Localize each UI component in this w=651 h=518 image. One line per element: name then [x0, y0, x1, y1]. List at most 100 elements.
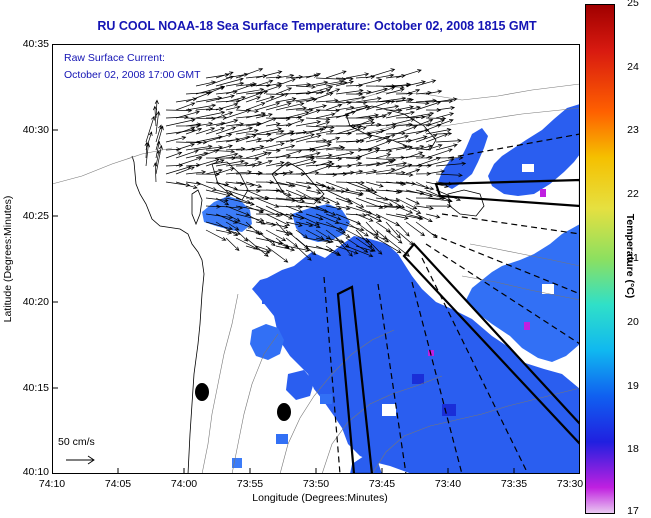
- sst-patch-east: [466, 224, 580, 362]
- current-vector: [315, 197, 331, 204]
- current-vector: [375, 125, 397, 135]
- current-vector: [435, 155, 464, 160]
- current-vector: [335, 105, 355, 111]
- x-tick-label: 73:30: [556, 478, 584, 490]
- current-vector: [395, 172, 414, 177]
- current-vector: [255, 142, 285, 151]
- current-vector: [415, 79, 437, 87]
- sst-patch-southwest-2: [286, 370, 314, 400]
- current-vector: [345, 245, 374, 258]
- current-vector: [255, 221, 277, 227]
- current-vector: [325, 205, 342, 211]
- current-vector: [265, 74, 283, 80]
- current-vector: [375, 136, 391, 143]
- current-vector: [365, 189, 389, 201]
- current-vector: [245, 245, 271, 254]
- current-vector: [195, 149, 220, 159]
- current-vector: [255, 95, 275, 103]
- current-vector: [435, 181, 454, 186]
- current-vector: [315, 112, 336, 119]
- current-vector: [305, 85, 334, 95]
- current-legend-line1: Raw Surface Current:: [64, 52, 165, 64]
- current-vector: [225, 213, 241, 222]
- current-vector: [225, 205, 251, 216]
- current-vector: [405, 151, 424, 159]
- current-vector: [375, 73, 395, 79]
- current-vector: [435, 97, 458, 103]
- current-vector: [175, 126, 196, 135]
- current-vector: [235, 91, 264, 103]
- current-vector: [185, 91, 212, 103]
- current-vector: [385, 189, 401, 194]
- current-vector: [365, 68, 396, 79]
- y-tick-label: 40:30: [22, 124, 49, 136]
- current-vector: [355, 113, 380, 119]
- current-vector: [315, 129, 335, 135]
- current-vector: [255, 79, 274, 87]
- current-vector: [195, 172, 220, 177]
- current-vector: [415, 221, 438, 239]
- sst-patch-main: [252, 236, 580, 474]
- current-vector: [255, 159, 273, 167]
- current-vector: [205, 168, 223, 175]
- current-vector: [375, 160, 393, 167]
- current-vector: [215, 119, 239, 127]
- current-vector: [175, 97, 198, 103]
- current-vector: [335, 221, 365, 232]
- current-vector: [285, 74, 304, 80]
- current-vector: [415, 213, 433, 223]
- current-vector: [195, 135, 223, 143]
- current-vector: [335, 88, 364, 95]
- current-vector: [395, 154, 426, 159]
- current-vector: [335, 95, 366, 103]
- current-vector: [345, 189, 364, 196]
- temperature-colorbar: [585, 4, 615, 514]
- map-title: RU COOL NOAA-18 Sea Surface Temperature:…: [97, 19, 537, 33]
- current-vector: [175, 181, 198, 189]
- current-vector: [345, 221, 369, 237]
- current-vector: [285, 171, 306, 177]
- current-vector: [355, 135, 373, 143]
- current-vector: [425, 197, 453, 203]
- colorbar-tick: 24: [627, 61, 639, 73]
- current-vector: [295, 120, 322, 127]
- current-vector: [325, 70, 347, 79]
- current-vector: [335, 245, 359, 255]
- current-vector: [215, 221, 239, 237]
- current-vector: [152, 105, 158, 127]
- colorbar-tick: 18: [627, 443, 639, 455]
- current-vector: [265, 122, 281, 127]
- current-vector: [355, 74, 376, 80]
- current-vector: [285, 181, 312, 190]
- current-vector: [405, 181, 435, 191]
- current-vector: [215, 71, 234, 79]
- current-vector: [365, 221, 379, 236]
- current-vector: [255, 127, 282, 135]
- current-vector: [325, 237, 345, 244]
- current-vector: [435, 138, 462, 143]
- current-vector: [345, 104, 369, 111]
- current-vector: [175, 110, 200, 119]
- colorbar-tick: 21: [627, 252, 639, 264]
- current-vector: [205, 189, 231, 197]
- current-vector: [245, 102, 266, 111]
- current-vector: [265, 102, 292, 111]
- current-vector: [425, 181, 449, 188]
- current-vector: [265, 129, 285, 135]
- current-vector: [235, 134, 257, 143]
- current-vector: [295, 189, 322, 204]
- current-vector: [165, 136, 187, 143]
- current-vector: [345, 126, 367, 135]
- box-southeast: [402, 242, 580, 446]
- current-vector: [385, 197, 406, 209]
- current-vector: [185, 127, 203, 135]
- current-vector: [295, 245, 312, 261]
- current-vector: [205, 127, 225, 135]
- current-vector: [425, 148, 453, 159]
- current-vector: [415, 181, 430, 189]
- current-vector: [305, 92, 334, 103]
- current-vector: [315, 88, 331, 95]
- sst-patch-northeast: [488, 104, 580, 196]
- colorbar-tick: 25: [627, 0, 639, 9]
- current-vector: [215, 152, 239, 159]
